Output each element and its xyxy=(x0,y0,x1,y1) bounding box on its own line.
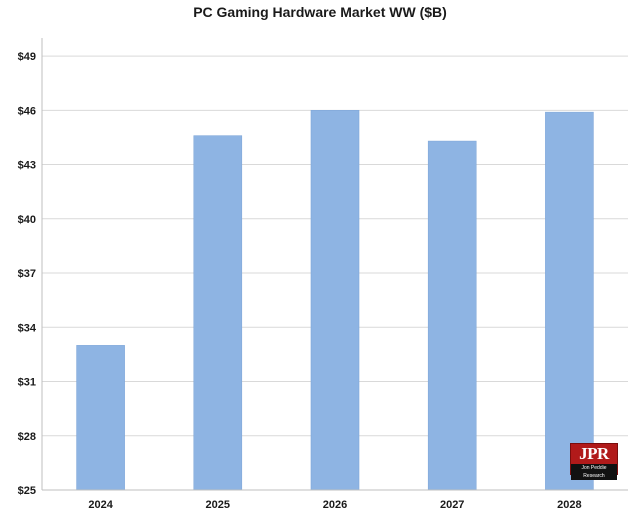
bar-2025 xyxy=(193,135,243,491)
x-tick-labels: 2024 2025 2026 2027 2028 xyxy=(88,499,581,511)
bar-2028 xyxy=(545,111,594,491)
axes xyxy=(41,38,628,491)
y-tick-label-40: $40 xyxy=(18,214,36,226)
x-tick-label-2025: 2025 xyxy=(206,499,230,511)
chart-title: PC Gaming Hardware Market WW ($B) xyxy=(193,4,447,20)
x-tick-label-2026: 2026 xyxy=(323,499,347,511)
y-tick-label-31: $31 xyxy=(18,377,36,389)
logo-mark: JPR xyxy=(579,444,609,463)
y-tick-label-46: $46 xyxy=(18,105,36,117)
logo-subtitle: Jon Peddie Research xyxy=(571,464,617,480)
x-tick-label-2024: 2024 xyxy=(88,499,113,511)
y-tick-label-34: $34 xyxy=(18,322,37,334)
y-tick-labels: $25 $28 $31 $34 $37 $40 $43 $46 $49 xyxy=(18,51,37,497)
y-tick-label-37: $37 xyxy=(18,268,36,280)
y-tick-label-49: $49 xyxy=(18,51,36,63)
bars xyxy=(76,110,594,491)
jpr-logo: JPR Jon Peddie Research xyxy=(570,443,618,480)
x-tick-label-2027: 2027 xyxy=(440,499,464,511)
bar-2024 xyxy=(76,345,125,491)
bar-2027 xyxy=(427,140,477,491)
y-tick-label-28: $28 xyxy=(18,431,36,443)
bar-2026 xyxy=(310,110,360,491)
y-tick-label-25: $25 xyxy=(18,485,36,497)
x-tick-label-2028: 2028 xyxy=(557,499,581,511)
y-tick-label-43: $43 xyxy=(18,160,36,172)
